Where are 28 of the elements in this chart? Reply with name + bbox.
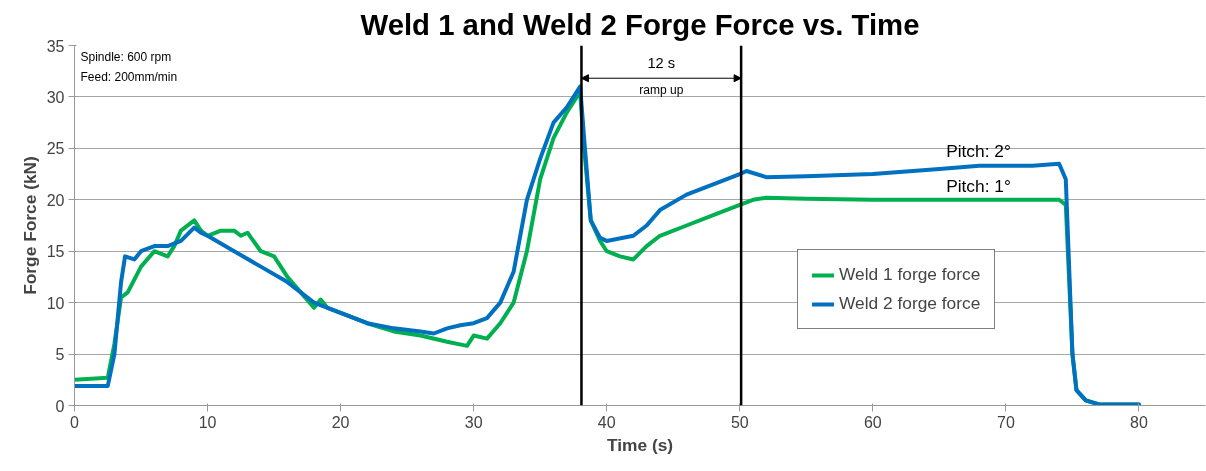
x-tick-label: 0 (70, 413, 80, 431)
annotation: Spindle: 600 rpm (80, 49, 172, 64)
annotation: Pitch: 1° (946, 175, 1011, 196)
y-tick-label: 25 (46, 140, 65, 158)
x-tick-label: 20 (331, 413, 350, 431)
y-tick-label: 0 (55, 397, 65, 415)
y-tick-label: 35 (46, 37, 65, 55)
annotation: Feed: 200mm/min (80, 69, 178, 84)
y-axis-title: Forge Force (kN) (19, 156, 40, 295)
x-tick-label: 40 (597, 413, 616, 431)
y-tick-label: 10 (46, 294, 65, 312)
x-tick-label: 10 (198, 413, 217, 431)
x-tick-label: 80 (1130, 413, 1148, 431)
annotation: 12 s (647, 54, 676, 71)
x-tick-label: 70 (997, 413, 1015, 431)
x-tick-label: 30 (464, 413, 483, 431)
legend-label: Weld 2 forge force (839, 293, 981, 314)
y-tick-label: 30 (46, 88, 65, 106)
legend-label: Weld 1 forge force (839, 264, 981, 285)
annotation: Pitch: 2° (946, 140, 1011, 161)
x-tick-label: 60 (863, 413, 882, 431)
annotation: ramp up (639, 82, 684, 97)
chart-title: Weld 1 and Weld 2 Forge Force vs. Time (360, 7, 920, 41)
x-axis-title: Time (s) (606, 434, 674, 455)
x-tick-label: 50 (730, 413, 749, 431)
y-tick-label: 15 (46, 243, 65, 261)
y-tick-label: 20 (46, 191, 65, 209)
y-tick-label: 5 (55, 346, 65, 364)
